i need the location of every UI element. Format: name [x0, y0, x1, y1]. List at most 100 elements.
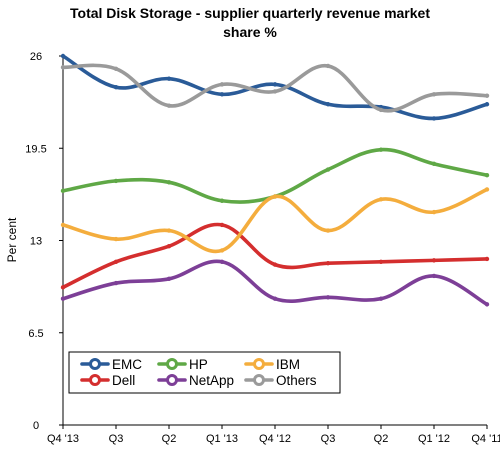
series-line-ibm	[61, 187, 489, 254]
legend-swatch-marker-emc	[89, 358, 101, 370]
data-point-hp	[60, 188, 66, 194]
data-point-ibm	[484, 187, 490, 192]
legend-swatch-marker-dell	[89, 374, 101, 386]
data-point-dell	[113, 259, 119, 264]
legend-item-others: Others	[244, 373, 317, 388]
data-point-netapp	[378, 296, 384, 301]
chart-title: Total Disk Storage - supplier quarterly …	[0, 4, 500, 42]
legend: EMC HP IBM Dell NetApp Others	[68, 351, 341, 394]
axes: 0 6.5 13 19.5 26 Q4 '13 Q3 Q2 Q1 '13 Q4 '12 Q3 Q2 Q1…	[5, 51, 500, 445]
series-ibm	[60, 187, 490, 254]
y-tick-label: 19.5	[25, 143, 46, 155]
legend-label-ibm: IBM	[276, 357, 300, 372]
data-point-others	[431, 92, 437, 97]
data-point-others	[166, 103, 172, 108]
data-point-ibm	[113, 236, 119, 242]
x-tick-label: Q3	[109, 433, 124, 445]
series-dell	[60, 222, 490, 290]
data-point-hp	[219, 198, 225, 203]
x-tick-label: Q3	[321, 433, 336, 445]
data-point-ibm	[166, 228, 172, 233]
x-tick-label: Q4 '12	[259, 433, 291, 445]
legend-box	[68, 351, 341, 394]
data-point-ibm	[378, 197, 384, 202]
data-point-hp	[166, 180, 172, 185]
data-point-hp	[484, 173, 490, 178]
data-point-dell	[272, 262, 278, 267]
chart-title-line-1: Total Disk Storage - supplier quarterly …	[70, 5, 430, 21]
data-point-dell	[166, 243, 172, 249]
x-tick-label: Q2	[162, 433, 177, 445]
data-point-emc	[484, 102, 490, 107]
data-point-ibm	[219, 248, 225, 253]
series-others	[60, 63, 490, 113]
data-point-emc	[325, 102, 331, 107]
x-tick-label: Q1 '13	[206, 433, 238, 445]
x-tick-label: Q1 '12	[418, 433, 450, 445]
legend-item-dell: Dell	[80, 373, 135, 388]
data-point-others	[325, 63, 331, 69]
legend-item-hp: HP	[157, 357, 208, 372]
legend-item-emc: EMC	[80, 357, 142, 372]
series-netapp	[60, 259, 490, 307]
data-point-emc	[272, 82, 278, 87]
data-point-netapp	[272, 296, 278, 301]
legend-label-others: Others	[276, 373, 317, 388]
data-point-netapp	[325, 295, 331, 300]
data-point-ibm	[325, 228, 331, 233]
legend-item-netapp: NetApp	[157, 373, 234, 388]
series-lines	[60, 53, 490, 307]
legend-label-emc: EMC	[112, 357, 142, 372]
series-line-emc	[61, 54, 489, 121]
data-point-others	[113, 66, 119, 71]
data-point-netapp	[431, 273, 437, 279]
x-tick-label: Q2	[374, 433, 389, 445]
y-tick-label: 26	[30, 51, 42, 63]
data-point-netapp	[219, 259, 225, 264]
data-point-hp	[431, 161, 437, 167]
x-tick-label: Q4 '11	[471, 433, 500, 445]
data-point-dell	[378, 259, 384, 264]
chart-title-line-2: share %	[223, 24, 277, 40]
legend-label-dell: Dell	[112, 373, 135, 388]
data-point-hp	[113, 178, 119, 184]
legend-item-ibm: IBM	[244, 357, 300, 372]
series-line-hp	[61, 147, 489, 204]
legend-swatch-marker-hp	[166, 358, 178, 370]
x-tick-label: Q4 '13	[47, 433, 79, 445]
data-point-dell	[484, 256, 490, 262]
y-axis-title: Per cent	[5, 217, 19, 262]
data-point-ibm	[431, 209, 437, 215]
data-point-ibm	[60, 222, 66, 228]
legend-swatch-marker-others	[253, 374, 265, 386]
data-point-emc	[166, 76, 172, 81]
data-point-emc	[113, 85, 119, 90]
y-tick-label: 13	[30, 236, 42, 248]
data-point-emc	[60, 53, 66, 59]
data-point-hp	[325, 167, 331, 172]
data-point-emc	[219, 92, 225, 97]
y-tick-label: 0	[33, 420, 39, 432]
y-tick-label: 6.5	[28, 328, 43, 340]
data-point-dell	[325, 261, 331, 266]
data-point-netapp	[113, 280, 119, 286]
data-point-ibm	[272, 194, 278, 199]
legend-label-netapp: NetApp	[189, 373, 234, 388]
legend-swatch-marker-ibm	[253, 358, 265, 370]
data-point-others	[219, 82, 225, 87]
legend-label-hp: HP	[189, 357, 208, 372]
data-point-netapp	[166, 276, 172, 282]
data-point-others	[60, 65, 66, 70]
data-point-emc	[431, 116, 437, 121]
legend-swatch-marker-netapp	[166, 374, 178, 386]
data-point-dell	[431, 258, 437, 263]
data-point-netapp	[60, 296, 66, 301]
data-point-dell	[60, 285, 66, 290]
series-emc	[60, 53, 490, 121]
data-point-others	[484, 93, 490, 98]
data-point-others	[272, 89, 278, 94]
data-point-hp	[378, 147, 384, 152]
data-point-dell	[219, 222, 225, 228]
data-point-netapp	[484, 302, 490, 307]
